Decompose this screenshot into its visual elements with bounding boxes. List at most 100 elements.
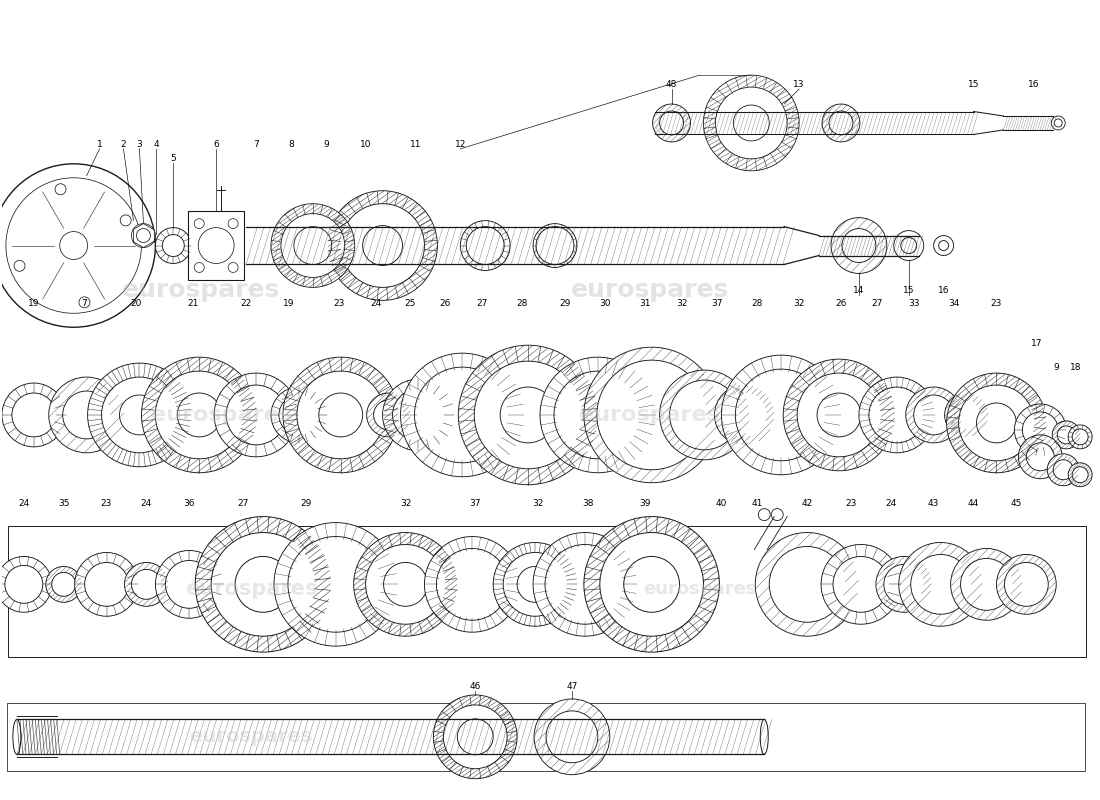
Circle shape	[1072, 466, 1088, 482]
Text: 21: 21	[188, 299, 199, 308]
Circle shape	[883, 565, 924, 604]
Circle shape	[384, 562, 428, 606]
Circle shape	[195, 218, 205, 229]
Bar	[8, 526, 1086, 657]
Circle shape	[704, 75, 799, 170]
Circle shape	[155, 228, 191, 263]
Circle shape	[12, 393, 56, 437]
Circle shape	[195, 517, 331, 652]
Circle shape	[163, 234, 185, 257]
Circle shape	[734, 105, 769, 141]
Circle shape	[722, 355, 842, 474]
Circle shape	[756, 533, 859, 636]
Circle shape	[227, 385, 286, 445]
Text: 35: 35	[58, 498, 69, 508]
Text: eurospares: eurospares	[185, 579, 317, 599]
Text: 3: 3	[136, 140, 142, 149]
Text: 29: 29	[300, 498, 311, 508]
Circle shape	[554, 371, 641, 458]
Circle shape	[859, 377, 935, 453]
Circle shape	[1019, 435, 1063, 478]
Circle shape	[769, 546, 845, 622]
Circle shape	[1047, 454, 1079, 486]
Circle shape	[953, 401, 980, 429]
Text: 44: 44	[968, 498, 979, 508]
Text: 4: 4	[154, 140, 160, 149]
Circle shape	[46, 566, 81, 602]
Circle shape	[798, 373, 881, 457]
Circle shape	[85, 562, 129, 606]
Circle shape	[59, 231, 88, 259]
Circle shape	[120, 215, 131, 226]
Text: 23: 23	[101, 498, 112, 508]
Circle shape	[283, 357, 398, 473]
Text: 25: 25	[405, 299, 416, 308]
Circle shape	[1022, 412, 1058, 448]
Circle shape	[905, 387, 961, 443]
Text: 26: 26	[440, 299, 451, 308]
Circle shape	[1068, 462, 1092, 486]
Circle shape	[211, 533, 315, 636]
Circle shape	[1057, 426, 1075, 444]
Circle shape	[235, 557, 290, 612]
Circle shape	[341, 204, 425, 287]
Text: 2: 2	[121, 140, 126, 149]
Circle shape	[534, 224, 576, 267]
Circle shape	[1052, 116, 1065, 130]
Circle shape	[198, 228, 234, 263]
Text: 29: 29	[559, 299, 571, 308]
Text: 15: 15	[968, 80, 979, 89]
Circle shape	[75, 553, 139, 616]
Circle shape	[271, 204, 354, 287]
Text: 23: 23	[333, 299, 344, 308]
Text: 17: 17	[1031, 339, 1042, 348]
Circle shape	[544, 545, 625, 624]
Text: eurospares: eurospares	[189, 727, 312, 746]
Text: 40: 40	[716, 498, 727, 508]
Circle shape	[328, 190, 438, 300]
Circle shape	[374, 400, 404, 430]
Circle shape	[1054, 119, 1063, 127]
Circle shape	[271, 387, 327, 443]
Text: 18: 18	[1070, 363, 1082, 372]
Circle shape	[52, 572, 76, 596]
Text: 9: 9	[1054, 363, 1059, 372]
Text: 7: 7	[80, 299, 87, 308]
Circle shape	[493, 542, 576, 626]
Circle shape	[214, 373, 298, 457]
Text: 36: 36	[184, 498, 195, 508]
Text: 9: 9	[323, 140, 329, 149]
Circle shape	[821, 545, 901, 624]
Circle shape	[14, 260, 25, 271]
Circle shape	[950, 549, 1022, 620]
Text: 45: 45	[1011, 498, 1022, 508]
Text: 43: 43	[928, 498, 939, 508]
Circle shape	[136, 229, 151, 242]
Text: 13: 13	[793, 80, 805, 89]
Circle shape	[833, 557, 889, 612]
Text: 27: 27	[871, 299, 882, 308]
Text: 27: 27	[238, 498, 249, 508]
Text: 14: 14	[854, 286, 865, 295]
Circle shape	[165, 561, 213, 608]
Circle shape	[977, 403, 1016, 443]
Circle shape	[584, 517, 719, 652]
Circle shape	[960, 558, 1012, 610]
Text: 30: 30	[600, 299, 610, 308]
Text: 7: 7	[253, 140, 258, 149]
Circle shape	[294, 226, 332, 265]
Text: 26: 26	[835, 299, 847, 308]
Circle shape	[177, 393, 221, 437]
Text: 32: 32	[675, 299, 688, 308]
Text: 32: 32	[532, 498, 543, 508]
Circle shape	[534, 533, 637, 636]
Circle shape	[393, 389, 444, 441]
Circle shape	[363, 226, 403, 266]
Text: 20: 20	[131, 299, 142, 308]
Circle shape	[155, 371, 243, 458]
Circle shape	[894, 230, 924, 261]
Text: eurospares: eurospares	[122, 278, 280, 302]
Circle shape	[947, 373, 1046, 473]
Text: 5: 5	[170, 154, 176, 163]
Text: eurospares: eurospares	[580, 405, 720, 425]
